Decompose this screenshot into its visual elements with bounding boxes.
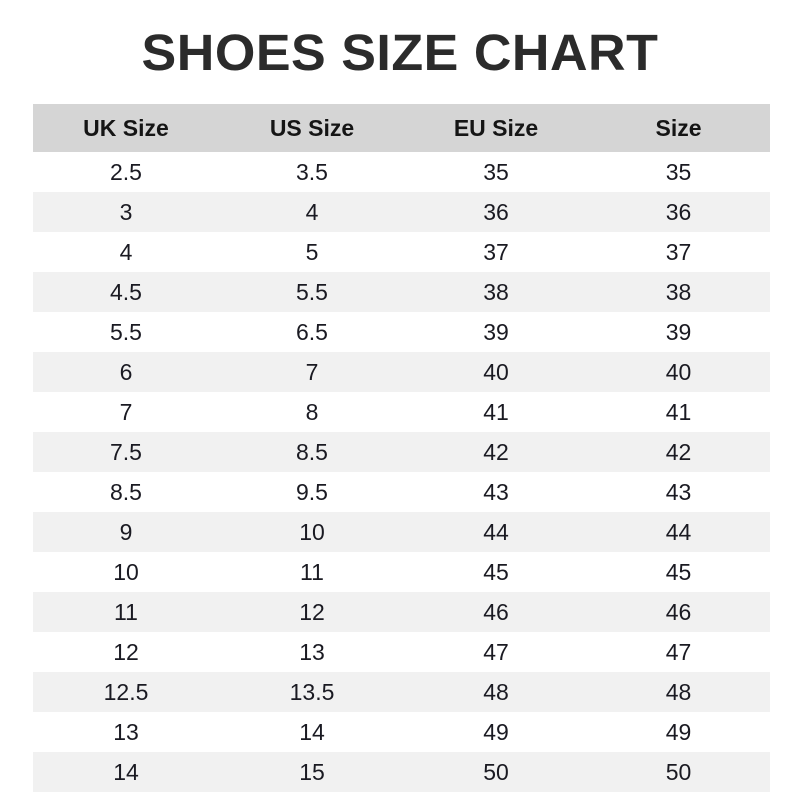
table-cell: 48 [665,678,692,705]
table-cell: 37 [665,238,692,265]
table-cell: 11 [300,558,324,585]
table-cell: 6 [119,358,133,385]
table-cell: 41 [665,398,692,425]
table-cell: 9 [119,518,133,545]
table-cell: 4.5 [110,278,142,305]
table-row: 12 13 47 47 [33,632,770,672]
table-cell: 40 [483,358,509,385]
table-cell: 12.5 [103,678,149,705]
table-cell: 44 [665,518,692,545]
table-cell: 46 [483,598,509,625]
table-cell: 11 [114,598,138,625]
table-cell: 7 [305,358,319,385]
table-cell: 14 [299,718,325,745]
table-cell: 44 [483,518,509,545]
table-cell: 12 [113,638,139,665]
table-cell: 12 [299,598,325,625]
table-cell: 42 [483,438,509,465]
table-header-row: UK Size US Size EU Size Size [33,104,770,152]
table-cell: 5.5 [110,318,142,345]
table-cell: 3 [119,198,133,225]
table-cell: 42 [665,438,692,465]
table-cell: 5 [305,238,319,265]
table-cell: 6.5 [296,318,328,345]
column-header-size: Size [655,114,702,141]
table-row: 10 11 45 45 [33,552,770,592]
page-title: SHOES SIZE CHART [141,24,659,81]
table-cell: 43 [483,478,509,505]
table-cell: 35 [665,158,692,185]
table-cell: 39 [483,318,509,345]
table-cell: 36 [483,198,509,225]
table-cell: 13 [113,718,139,745]
table-cell: 4 [305,198,319,225]
table-cell: 8.5 [110,478,142,505]
table-cell: 47 [483,638,509,665]
table-row: 8.5 9.5 43 43 [33,472,770,512]
table-cell: 38 [665,278,692,305]
table-cell: 15 [299,758,325,785]
table-cell: 49 [483,718,509,745]
table-cell: 38 [483,278,509,305]
table-cell: 43 [665,478,692,505]
table-cell: 8.5 [296,438,328,465]
table-cell: 7 [119,398,133,425]
table-row: 6 7 40 40 [33,352,770,392]
table-cell: 37 [483,238,509,265]
table-row: 7 8 41 41 [33,392,770,432]
table-row: 14 15 50 50 [33,752,770,792]
table-row: 2.5 3.5 35 35 [33,152,770,192]
table-cell: 14 [113,758,139,785]
table-row: 13 14 49 49 [33,712,770,752]
table-cell: 4 [119,238,133,265]
table-cell: 50 [665,758,692,785]
table-cell: 10 [299,518,325,545]
table-cell: 9.5 [296,478,328,505]
table-row: 5.5 6.5 39 39 [33,312,770,352]
column-header-eu-size: EU Size [453,114,539,141]
table-cell: 2.5 [110,158,142,185]
table-cell: 45 [665,558,692,585]
shoe-size-table: UK Size US Size EU Size Size 2.5 3.5 35 35 3… [33,104,770,792]
table-row: 11 12 46 46 [33,592,770,632]
table-cell: 50 [483,758,509,785]
table-cell: 41 [483,398,509,425]
table-cell: 39 [665,318,692,345]
table-row: 4 5 37 37 [33,232,770,272]
table-cell: 35 [483,158,509,185]
table-cell: 13 [299,638,325,665]
table-row: 4.5 5.5 38 38 [33,272,770,312]
table-row: 3 4 36 36 [33,192,770,232]
table-row: 12.5 13.5 48 48 [33,672,770,712]
table-cell: 36 [665,198,692,225]
size-table-container: UK Size US Size EU Size Size 2.5 3.5 35 35 3… [33,104,770,792]
table-cell: 7.5 [110,438,142,465]
table-cell: 8 [305,398,319,425]
column-header-us-size: US Size [269,114,355,141]
table-cell: 3.5 [296,158,328,185]
table-cell: 40 [665,358,692,385]
table-row: 9 10 44 44 [33,512,770,552]
table-cell: 46 [665,598,692,625]
table-body: 2.5 3.5 35 35 3 4 36 36 4 5 37 37 4.5 5.5 38 38 5.5 6.5 39… [33,152,770,792]
table-cell: 45 [483,558,509,585]
table-header: UK Size US Size EU Size Size [33,104,770,152]
table-cell: 5.5 [296,278,328,305]
table-cell: 10 [113,558,139,585]
table-cell: 47 [665,638,692,665]
table-row: 7.5 8.5 42 42 [33,432,770,472]
table-cell: 49 [665,718,692,745]
table-cell: 13.5 [289,678,335,705]
column-header-uk-size: UK Size [83,114,169,141]
table-cell: 48 [483,678,509,705]
